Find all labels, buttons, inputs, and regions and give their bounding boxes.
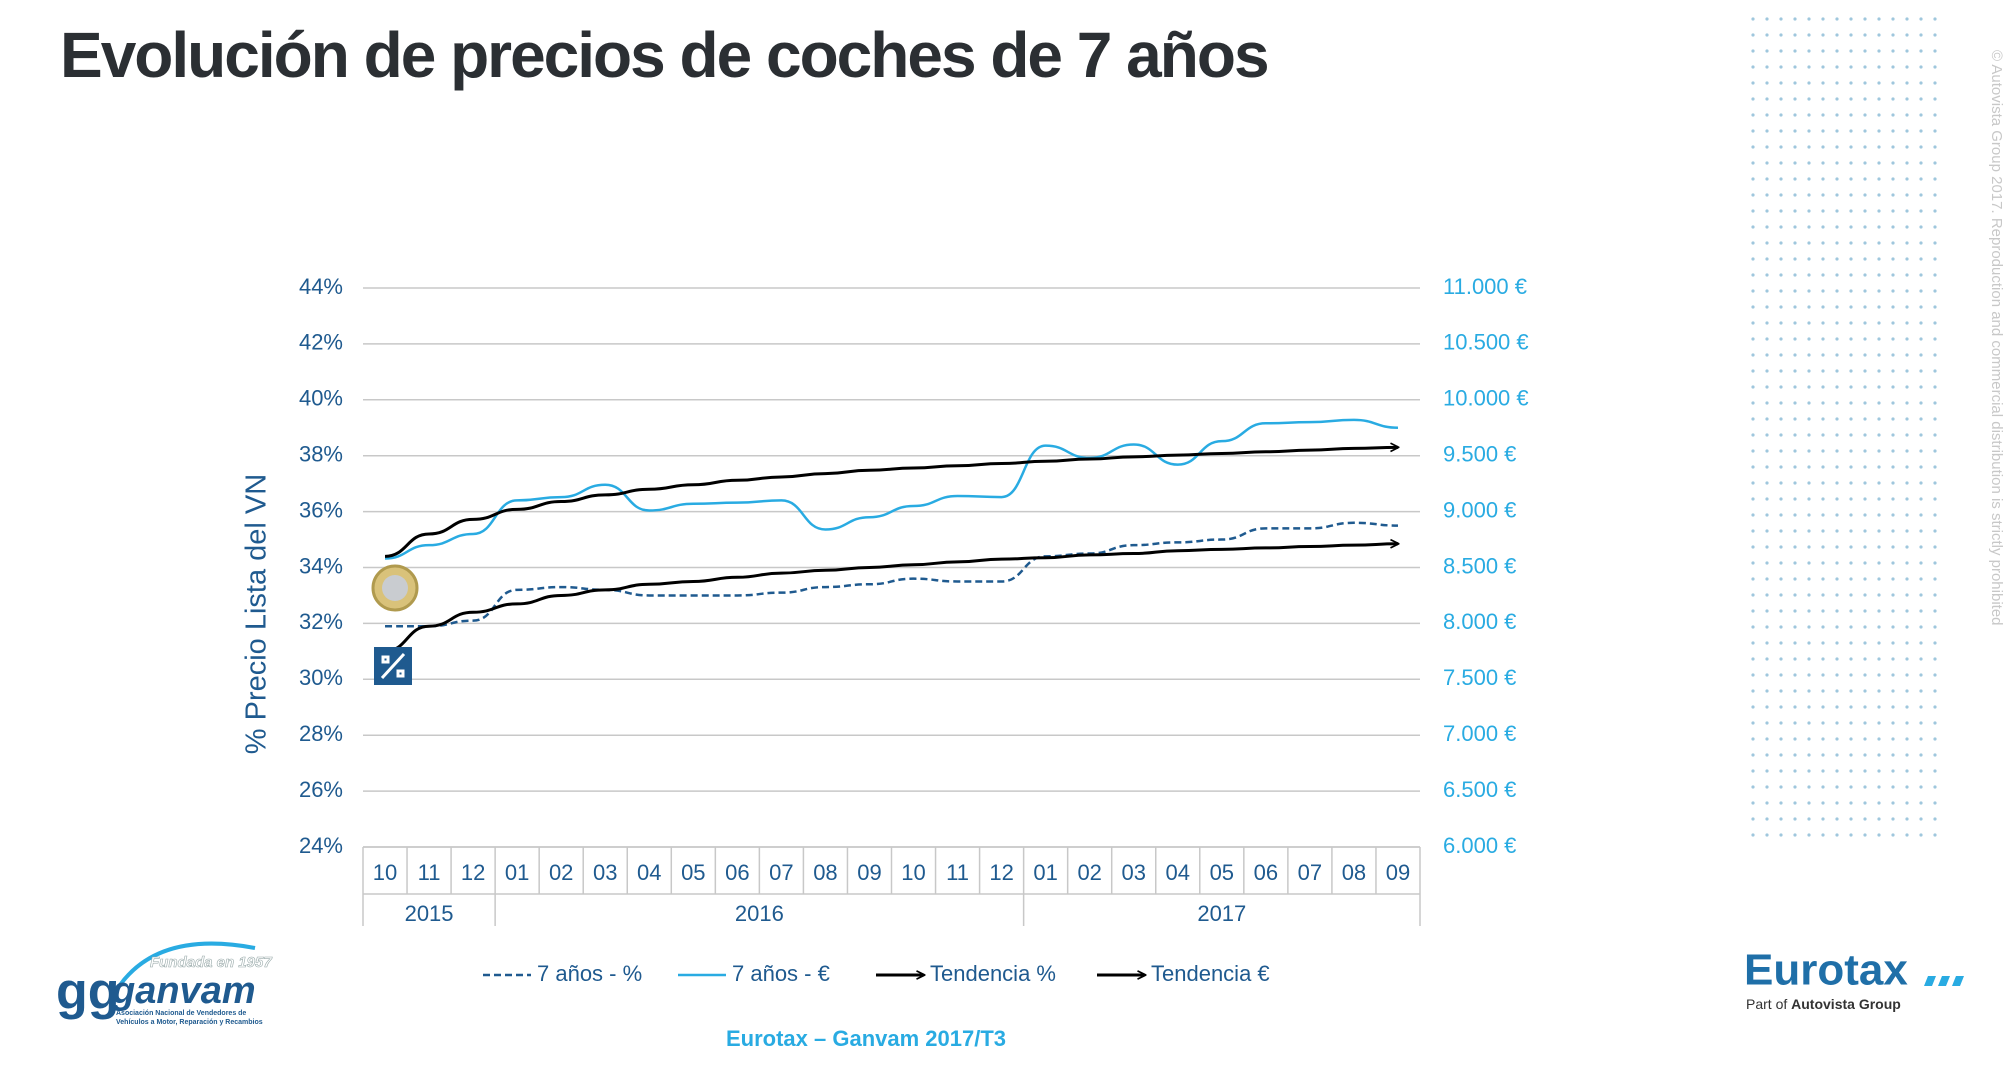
y-tick-label: 42% xyxy=(299,330,343,355)
y-tick-label: 32% xyxy=(299,609,343,634)
y-tick-label: 24% xyxy=(299,833,343,858)
x-tick-label: 06 xyxy=(1254,860,1278,885)
x-tick-label: 03 xyxy=(1121,860,1145,885)
y-tick-label: 44% xyxy=(299,274,343,299)
x-tick-label: 09 xyxy=(1386,860,1410,885)
y2-tick-label: 8.500 € xyxy=(1443,553,1516,578)
x-group-label: 2017 xyxy=(1197,901,1246,926)
x-tick-label: 03 xyxy=(593,860,617,885)
x-group-label: 2015 xyxy=(405,901,454,926)
x-tick-label: 04 xyxy=(1166,860,1190,885)
y2-tick-label: 6.000 € xyxy=(1443,833,1516,858)
x-tick-label: 02 xyxy=(549,860,573,885)
ganvam-founded: Fundada en 1957 xyxy=(150,954,272,971)
ganvam-subtitle: Asociación Nacional de Vendedores de xyxy=(116,1010,246,1017)
y-tick-label: 38% xyxy=(299,442,343,467)
x-tick-label: 12 xyxy=(461,860,485,885)
y2-tick-label: 7.500 € xyxy=(1443,665,1516,690)
x-tick-label: 08 xyxy=(813,860,837,885)
y2-tick-label: 8.000 € xyxy=(1443,609,1516,634)
percent-glyph xyxy=(380,652,406,680)
coin-icon-center xyxy=(382,575,408,601)
y2-tick-label: 9.000 € xyxy=(1443,497,1516,522)
x-tick-label: 08 xyxy=(1342,860,1366,885)
y-tick-label: 36% xyxy=(299,497,343,522)
y2-tick-label: 11.000 € xyxy=(1443,274,1527,299)
x-tick-label: 05 xyxy=(1210,860,1234,885)
y-tick-label: 26% xyxy=(299,777,343,802)
ganvam-mark: gg xyxy=(56,963,120,1021)
x-tick-label: 12 xyxy=(989,860,1013,885)
slide-title: Evolución de precios de coches de 7 años xyxy=(60,19,1268,91)
y2-tick-label: 9.500 € xyxy=(1443,442,1516,467)
footer: Eurotax – Ganvam 2017/T3 xyxy=(726,1026,1006,1051)
x-tick-label: 10 xyxy=(373,860,397,885)
x-tick-label: 06 xyxy=(725,860,749,885)
x-tick-label: 09 xyxy=(857,860,881,885)
legend-label: Tendencia € xyxy=(1151,961,1270,986)
y2-tick-label: 6.500 € xyxy=(1443,777,1516,802)
y2-tick-label: 10.500 € xyxy=(1443,330,1529,355)
series-line xyxy=(384,418,1398,560)
legend-label: Tendencia % xyxy=(930,961,1056,986)
eurotax-name: Eurotax xyxy=(1744,946,1908,995)
x-tick-label: 01 xyxy=(1033,860,1057,885)
x-tick-label: 04 xyxy=(637,860,661,885)
x-tick-label: 02 xyxy=(1077,860,1101,885)
ganvam-swoosh xyxy=(118,941,256,987)
series-line xyxy=(384,447,1398,558)
copyright: © Autovista Group 2017. Reproduction and… xyxy=(1988,50,2005,626)
y2-tick-label: 10.000 € xyxy=(1443,386,1529,411)
ganvam-name: ganvam xyxy=(111,970,256,1012)
y-tick-label: 30% xyxy=(299,665,343,690)
x-tick-label: 01 xyxy=(505,860,529,885)
x-tick-label: 11 xyxy=(418,860,441,885)
x-tick-label: 11 xyxy=(946,860,969,885)
x-tick-label: 07 xyxy=(1298,860,1322,885)
legend-label: 7 años - % xyxy=(537,961,642,986)
x-group-label: 2016 xyxy=(735,901,784,926)
series-line xyxy=(384,544,1398,653)
y-axis-title: % Precio Lista del VN xyxy=(241,474,273,754)
dot-pattern xyxy=(1748,12,1944,848)
eurotax-dashes xyxy=(1924,976,1964,986)
series-line xyxy=(385,521,1398,628)
ganvam-subtitle: Vehículos a Motor, Reparación y Recambio… xyxy=(116,1019,263,1026)
eurotax-tagline: Part of Autovista Group xyxy=(1746,996,1901,1012)
y-tick-label: 40% xyxy=(299,386,343,411)
eurotax-tagline-prefix: Part of xyxy=(1746,996,1787,1012)
y-tick-label: 34% xyxy=(299,553,343,578)
x-tick-label: 07 xyxy=(769,860,793,885)
chart: 24% 26% 28% 30% 32% 34% 36% 38% 40% 42% 44% 6.000 €… xyxy=(241,274,1529,986)
y2-tick-label: 7.000 € xyxy=(1443,721,1516,746)
eurotax-tagline-brand: Autovista Group xyxy=(1791,996,1901,1012)
y-tick-label: 28% xyxy=(299,721,343,746)
legend-label: 7 años - € xyxy=(732,961,830,986)
x-tick-label: 05 xyxy=(681,860,705,885)
x-tick-label: 10 xyxy=(901,860,925,885)
